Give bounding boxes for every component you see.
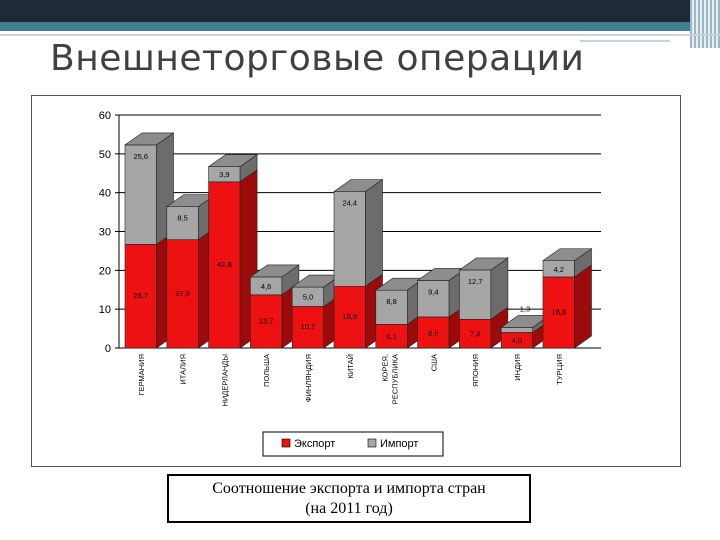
bar-top — [249, 264, 300, 278]
slide-title: Внешнеторговые операции — [50, 38, 585, 79]
header-band — [0, 0, 720, 22]
y-tick-label: 30 — [99, 227, 111, 239]
bar-face — [166, 206, 199, 240]
category-label: КОРЕЯ, — [381, 354, 390, 382]
y-tick-label: 40 — [99, 188, 111, 200]
category-label: КИТАЙ — [346, 354, 355, 379]
bar-side — [574, 264, 592, 349]
bar-side — [365, 178, 383, 287]
bar-face — [375, 289, 408, 325]
export-value-label: 10,7 — [301, 322, 316, 331]
y-tick-label: 50 — [99, 149, 111, 161]
bar-export — [166, 227, 216, 349]
y-tick-label: 20 — [99, 265, 111, 277]
category-label: ФИНЛЯНДИЯ — [304, 354, 313, 402]
category-label: ИТАЛИЯ — [179, 354, 188, 385]
bar-top — [124, 132, 175, 146]
category-label: ПОЛЬША — [262, 354, 271, 387]
export-value-label: 42,8 — [217, 260, 232, 269]
import-value-label: 5,0 — [303, 293, 313, 302]
bar-export — [542, 264, 592, 349]
bar-import — [374, 277, 426, 325]
bar-import — [124, 132, 175, 245]
export-value-label: 15,9 — [342, 312, 357, 321]
import-value-label: 4,6 — [261, 282, 271, 291]
bar-import — [500, 314, 551, 334]
bar-export — [208, 169, 258, 349]
bar-import — [416, 267, 468, 318]
bar-import — [291, 274, 342, 308]
header-stripe — [0, 22, 720, 31]
category-label: ИНДИЯ — [513, 354, 522, 381]
export-value-label: 8,0 — [428, 328, 438, 337]
legend-swatch-export — [281, 438, 291, 448]
bar-import — [333, 178, 384, 287]
bar-export — [124, 231, 174, 349]
import-value-label: 25,6 — [133, 152, 148, 161]
bar-face — [500, 327, 534, 333]
category-label: США — [429, 354, 438, 371]
bar-import — [542, 248, 593, 278]
export-value-label: 18,3 — [551, 307, 566, 316]
import-value-label: 4,2 — [554, 265, 564, 274]
chart-caption: Соотношение экспорта и импорта стран (на… — [167, 474, 531, 523]
category-label: НИДЕРЛАНДЫ — [220, 354, 229, 407]
legend-label-import: Импорт — [380, 438, 418, 450]
chart-legend: Экспорт Импорт — [262, 431, 444, 457]
caption-line-1: Соотношение экспорта и импорта стран — [212, 479, 486, 497]
export-value-label: 7,4 — [470, 330, 480, 339]
category-label: ГЕРМАНИЯ — [137, 354, 146, 395]
y-tick-label: 10 — [99, 304, 111, 316]
import-value-label: 3,9 — [219, 170, 229, 179]
title-rule-short — [580, 40, 670, 42]
category-label: РЕСПУБЛИКА — [391, 354, 400, 404]
y-tick-label: 60 — [99, 110, 111, 122]
legend-swatch-import — [367, 438, 377, 448]
export-value-label: 27,9 — [175, 289, 190, 298]
bar-face — [417, 280, 450, 318]
bar-top — [333, 179, 384, 192]
import-value-label: 9,4 — [428, 287, 438, 296]
export-value-label: 6,1 — [386, 332, 396, 341]
import-value-label: 8,8 — [386, 297, 396, 306]
legend-label-export: Экспорт — [294, 438, 335, 450]
export-value-label: 4,0 — [512, 336, 522, 345]
export-value-label: 13,7 — [259, 316, 274, 325]
stacked-bar-chart: 0 10 20 30 40 50 60 26,7 25,6 ГЕРМАНИЯ 27,9 8,5 ИТАЛ… — [99, 110, 601, 457]
bar-import — [249, 264, 300, 296]
bar-top — [458, 257, 509, 271]
import-value-label: 8,5 — [177, 214, 187, 223]
bar-top — [542, 248, 593, 261]
import-value-label: 24,4 — [342, 199, 357, 208]
category-label: ТУРЦИЯ — [555, 354, 564, 385]
category-label: ЯПОНИЯ — [471, 354, 480, 387]
export-value-label: 26,7 — [133, 291, 148, 300]
import-value-label: 1,3 — [520, 304, 530, 313]
bar-top — [207, 154, 259, 167]
caption-line-2: (на 2011 год) — [305, 499, 393, 517]
legend-box — [262, 431, 444, 457]
y-tick-label: 0 — [105, 343, 111, 355]
bar-import — [207, 154, 259, 183]
bar-import — [458, 257, 509, 320]
title-rule — [0, 34, 720, 36]
bar-import — [165, 194, 217, 241]
import-value-label: 12,7 — [468, 277, 483, 286]
header-accent — [690, 0, 720, 48]
